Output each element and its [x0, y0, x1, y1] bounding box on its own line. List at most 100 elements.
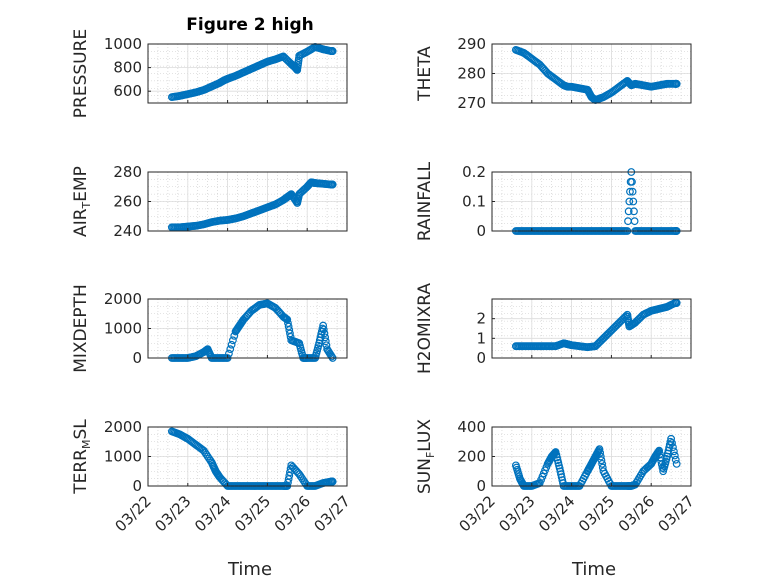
y-tick-label: 270: [457, 94, 486, 112]
y-tick-label: 600: [113, 82, 142, 100]
data-point: [672, 299, 681, 307]
subplot-4: 0 0.1 0.2 RAINFALL: [415, 161, 692, 241]
x-tick-label: 03/26: [271, 492, 314, 535]
data-point: [598, 459, 607, 468]
data-point: [321, 333, 330, 342]
data-point: [203, 345, 211, 354]
data-point: [292, 467, 301, 476]
data-point: [328, 477, 337, 486]
y-tick-label: 1000: [104, 448, 142, 466]
axes-box: [147, 43, 348, 104]
data-point: [612, 321, 621, 330]
data-point: [668, 439, 676, 447]
x-tick-label: 03/22: [456, 492, 499, 535]
data-point: [551, 448, 559, 457]
data-point: [327, 352, 336, 361]
data-point: [244, 309, 253, 318]
data-point: [596, 448, 605, 457]
data-point: [629, 197, 638, 206]
figure-title: Figure 2 high: [186, 15, 314, 35]
x-tick-label: 03/25: [575, 492, 618, 535]
y-tick-label: 280: [113, 163, 142, 181]
axes-box: [491, 298, 692, 359]
data-point: [671, 455, 680, 464]
data-point: [205, 454, 213, 463]
y-axis-label: TERRMSL: [71, 419, 93, 495]
data-point: [225, 349, 233, 358]
y-tick-label: 800: [113, 59, 142, 77]
y-tick-label: 280: [457, 65, 486, 83]
data-point: [669, 443, 677, 452]
y-axis-label: PRESSURE: [71, 29, 91, 118]
y-tick-label: 0: [132, 477, 142, 495]
y-tick-label: 2: [476, 310, 486, 328]
data-point: [320, 329, 329, 338]
data-point: [226, 345, 235, 354]
data-point: [318, 324, 327, 333]
data-point: [549, 451, 557, 459]
data-point: [229, 336, 237, 345]
data-point: [596, 337, 605, 345]
data-point: [202, 450, 211, 459]
x-tick-label: 03/25: [231, 492, 274, 535]
y-tick-label: 290: [457, 35, 486, 53]
y-axis-label: H2OMIXRA: [415, 283, 435, 374]
data-point: [555, 461, 563, 470]
y-tick-label: 260: [113, 193, 142, 211]
y-tick-label: 0: [476, 222, 486, 240]
data-point: [604, 329, 613, 337]
data-point: [286, 329, 294, 338]
data-point: [672, 79, 681, 88]
data-point: [300, 478, 309, 486]
subplot-6: 0 12 H2OMIXRA: [415, 283, 692, 374]
y-axis-label: RAINFALL: [415, 161, 435, 241]
y-tick-label: 400: [457, 418, 486, 436]
y-axis-label: SUNFLUX: [415, 419, 437, 494]
x-tick-label: 03/22: [112, 492, 155, 535]
y-tick-label: 200: [457, 448, 486, 466]
data-point: [227, 340, 236, 349]
data-point: [628, 177, 636, 186]
data-point: [197, 444, 205, 453]
x-tick-label: 03/27: [311, 492, 354, 535]
x-tick-label: 03/26: [615, 492, 658, 535]
data-point: [624, 207, 633, 216]
x-tick-label: 03/23: [151, 492, 194, 535]
data-point: [201, 448, 209, 457]
x-tick-label: 03/23: [495, 492, 538, 535]
y-tick-label: 0.1: [462, 193, 486, 211]
data-point: [630, 207, 638, 216]
y-tick-label: 0.2: [462, 163, 486, 181]
x-tick-label: 03/24: [191, 492, 234, 535]
data-point: [328, 47, 337, 55]
data-point: [626, 187, 634, 196]
x-axis-label-right: Time: [571, 559, 616, 580]
x-tick-label: 03/24: [535, 492, 578, 535]
y-tick-label: 2000: [104, 418, 142, 436]
y-axis-label: MIXDEPTH: [71, 284, 91, 373]
data-point: [597, 456, 606, 465]
subplot-2: 270 280 290 THETA: [415, 35, 692, 112]
data-point: [625, 197, 634, 206]
data-point: [321, 337, 330, 346]
y-tick-label: 0: [476, 477, 486, 495]
y-tick-label: 0: [132, 349, 142, 367]
subplot-5: 0 1000 2000 MIXDEPTH: [71, 284, 348, 373]
y-tick-label: 1: [476, 329, 486, 347]
data-point: [658, 463, 667, 472]
data-point: [299, 476, 308, 485]
data-point: [296, 472, 305, 481]
data-point: [328, 180, 337, 189]
subplot-3: 240 260 280 AIRTEMP: [71, 163, 348, 240]
data-point: [630, 217, 639, 226]
data-point: [319, 325, 328, 334]
y-tick-label: 0: [476, 349, 486, 367]
x-axis-label-left: Time: [227, 559, 272, 580]
data-point: [297, 474, 306, 483]
y-axis-label: THETA: [415, 46, 435, 102]
data-point: [669, 447, 678, 456]
